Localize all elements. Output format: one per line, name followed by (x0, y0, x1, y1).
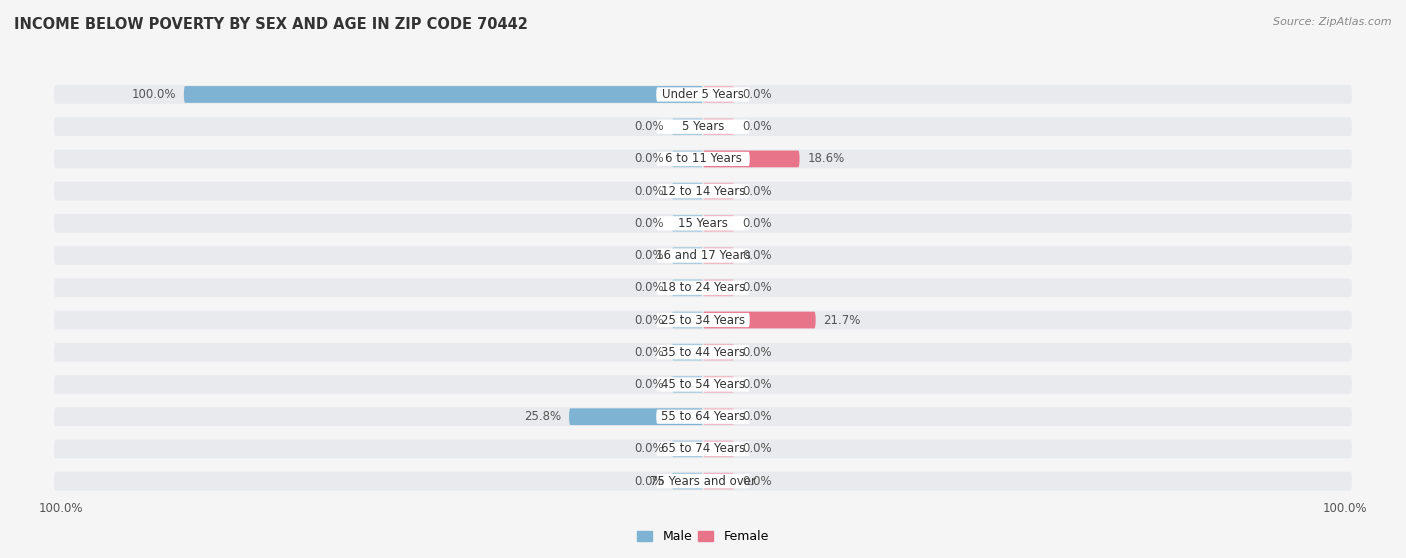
FancyBboxPatch shape (672, 440, 703, 458)
Text: 0.0%: 0.0% (634, 346, 664, 359)
Text: 0.0%: 0.0% (742, 281, 772, 294)
Text: 0.0%: 0.0% (634, 152, 664, 165)
FancyBboxPatch shape (703, 118, 734, 135)
FancyBboxPatch shape (672, 280, 703, 296)
FancyBboxPatch shape (672, 215, 703, 232)
FancyBboxPatch shape (53, 440, 1353, 458)
FancyBboxPatch shape (53, 343, 1353, 362)
FancyBboxPatch shape (53, 117, 1353, 136)
Text: 0.0%: 0.0% (742, 378, 772, 391)
FancyBboxPatch shape (703, 183, 734, 200)
FancyBboxPatch shape (53, 182, 1353, 200)
Text: 0.0%: 0.0% (742, 346, 772, 359)
Text: 0.0%: 0.0% (742, 120, 772, 133)
FancyBboxPatch shape (184, 86, 703, 103)
FancyBboxPatch shape (703, 247, 734, 264)
Text: 0.0%: 0.0% (634, 442, 664, 455)
FancyBboxPatch shape (53, 375, 1353, 394)
FancyBboxPatch shape (657, 184, 749, 198)
FancyBboxPatch shape (53, 407, 1353, 426)
Text: 25.8%: 25.8% (524, 410, 561, 423)
Text: 0.0%: 0.0% (634, 378, 664, 391)
Text: Source: ZipAtlas.com: Source: ZipAtlas.com (1274, 17, 1392, 27)
Text: 100.0%: 100.0% (38, 502, 83, 515)
FancyBboxPatch shape (657, 281, 749, 295)
Text: 6 to 11 Years: 6 to 11 Years (665, 152, 741, 165)
Legend: Male, Female: Male, Female (633, 525, 773, 549)
Text: 0.0%: 0.0% (634, 281, 664, 294)
Text: 0.0%: 0.0% (634, 314, 664, 326)
Text: 12 to 14 Years: 12 to 14 Years (661, 185, 745, 198)
Text: 100.0%: 100.0% (1323, 502, 1368, 515)
FancyBboxPatch shape (657, 313, 749, 327)
FancyBboxPatch shape (657, 88, 749, 102)
Text: 0.0%: 0.0% (742, 217, 772, 230)
FancyBboxPatch shape (703, 473, 734, 489)
Text: 0.0%: 0.0% (742, 410, 772, 423)
FancyBboxPatch shape (672, 376, 703, 393)
FancyBboxPatch shape (53, 85, 1353, 104)
FancyBboxPatch shape (703, 86, 734, 103)
FancyBboxPatch shape (53, 246, 1353, 265)
Text: INCOME BELOW POVERTY BY SEX AND AGE IN ZIP CODE 70442: INCOME BELOW POVERTY BY SEX AND AGE IN Z… (14, 17, 527, 32)
FancyBboxPatch shape (703, 440, 734, 458)
Text: 18 to 24 Years: 18 to 24 Years (661, 281, 745, 294)
FancyBboxPatch shape (53, 311, 1353, 329)
FancyBboxPatch shape (703, 215, 734, 232)
Text: 0.0%: 0.0% (742, 249, 772, 262)
Text: 15 Years: 15 Years (678, 217, 728, 230)
Text: 0.0%: 0.0% (634, 475, 664, 488)
FancyBboxPatch shape (672, 344, 703, 360)
FancyBboxPatch shape (657, 119, 749, 134)
FancyBboxPatch shape (703, 280, 734, 296)
FancyBboxPatch shape (703, 344, 734, 360)
Text: 0.0%: 0.0% (742, 185, 772, 198)
Text: 18.6%: 18.6% (807, 152, 845, 165)
FancyBboxPatch shape (672, 247, 703, 264)
Text: 0.0%: 0.0% (634, 249, 664, 262)
FancyBboxPatch shape (672, 118, 703, 135)
Text: 100.0%: 100.0% (132, 88, 176, 101)
FancyBboxPatch shape (53, 472, 1353, 490)
FancyBboxPatch shape (657, 248, 749, 263)
FancyBboxPatch shape (672, 151, 703, 167)
FancyBboxPatch shape (53, 214, 1353, 233)
FancyBboxPatch shape (657, 345, 749, 359)
Text: 25 to 34 Years: 25 to 34 Years (661, 314, 745, 326)
Text: 21.7%: 21.7% (824, 314, 860, 326)
FancyBboxPatch shape (703, 312, 815, 329)
FancyBboxPatch shape (672, 183, 703, 200)
FancyBboxPatch shape (672, 312, 703, 329)
Text: 0.0%: 0.0% (742, 475, 772, 488)
FancyBboxPatch shape (569, 408, 703, 425)
FancyBboxPatch shape (657, 152, 749, 166)
Text: 55 to 64 Years: 55 to 64 Years (661, 410, 745, 423)
FancyBboxPatch shape (657, 442, 749, 456)
Text: 0.0%: 0.0% (634, 185, 664, 198)
FancyBboxPatch shape (672, 473, 703, 489)
FancyBboxPatch shape (703, 376, 734, 393)
FancyBboxPatch shape (657, 377, 749, 392)
Text: 65 to 74 Years: 65 to 74 Years (661, 442, 745, 455)
Text: 0.0%: 0.0% (634, 217, 664, 230)
FancyBboxPatch shape (657, 217, 749, 230)
Text: 75 Years and over: 75 Years and over (650, 475, 756, 488)
Text: 0.0%: 0.0% (742, 442, 772, 455)
FancyBboxPatch shape (703, 151, 800, 167)
FancyBboxPatch shape (703, 408, 734, 425)
Text: 0.0%: 0.0% (742, 88, 772, 101)
Text: 0.0%: 0.0% (634, 120, 664, 133)
FancyBboxPatch shape (53, 278, 1353, 297)
Text: 5 Years: 5 Years (682, 120, 724, 133)
Text: 35 to 44 Years: 35 to 44 Years (661, 346, 745, 359)
FancyBboxPatch shape (657, 410, 749, 424)
FancyBboxPatch shape (657, 474, 749, 488)
Text: Under 5 Years: Under 5 Years (662, 88, 744, 101)
FancyBboxPatch shape (53, 150, 1353, 169)
Text: 16 and 17 Years: 16 and 17 Years (655, 249, 751, 262)
Text: 45 to 54 Years: 45 to 54 Years (661, 378, 745, 391)
